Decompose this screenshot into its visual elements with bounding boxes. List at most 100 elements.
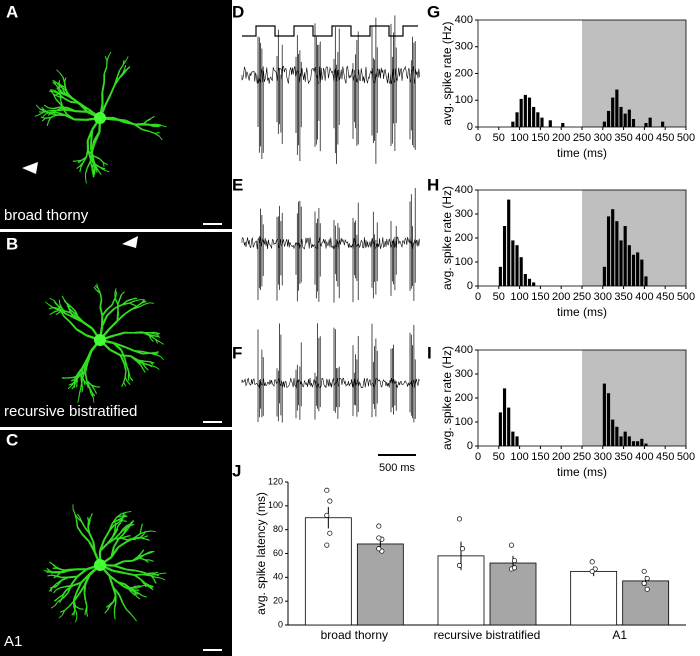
dendrite <box>54 584 59 589</box>
dendrite <box>116 69 121 78</box>
dendrite <box>129 300 136 304</box>
bar <box>648 117 652 127</box>
dendrite <box>57 594 63 599</box>
dendrite <box>55 587 61 591</box>
bar <box>498 266 502 286</box>
dendrite <box>76 165 81 170</box>
dendrite <box>52 589 57 594</box>
dendrite <box>139 528 142 534</box>
dendrite <box>84 372 88 381</box>
data-point <box>324 512 330 518</box>
dendrite <box>50 605 56 609</box>
dendrite <box>50 90 55 95</box>
x-tick-label: 250 <box>573 132 591 144</box>
dendrite <box>123 528 127 535</box>
dendrite <box>133 574 142 581</box>
dendrite <box>67 95 75 100</box>
dendrite <box>55 107 62 112</box>
dendrite <box>60 609 65 613</box>
bar <box>548 120 552 127</box>
dendrite <box>49 586 54 589</box>
bar <box>570 570 618 626</box>
bar <box>602 383 606 446</box>
bar <box>640 438 644 446</box>
y-tick-label: 0 <box>278 619 283 629</box>
dendrite <box>116 515 123 518</box>
dendrite <box>53 89 59 94</box>
dendrite <box>40 116 46 119</box>
x-tick-label: 450 <box>656 291 674 303</box>
dendrite <box>52 81 57 86</box>
x-tick-label: 500 <box>677 291 695 303</box>
x-axis-label: time (ms) <box>557 305 607 319</box>
dendrite <box>113 118 126 122</box>
dendrite <box>148 333 155 337</box>
x-tick-label: 150 <box>531 291 549 303</box>
dendrite <box>61 610 66 616</box>
dendrite <box>126 537 134 543</box>
dendrite <box>62 592 69 599</box>
soma <box>94 334 106 346</box>
dendrite <box>106 304 113 311</box>
traces <box>241 15 420 423</box>
dendrite <box>56 87 60 92</box>
dendrite <box>82 321 93 330</box>
dendrite <box>83 583 87 593</box>
dendrite <box>86 160 92 169</box>
x-tick-label: 450 <box>656 132 674 144</box>
image-caption: recursive bistratified <box>4 403 137 420</box>
dendrite <box>131 592 136 596</box>
bar <box>515 245 519 286</box>
dendrite <box>91 392 94 397</box>
dendrite <box>104 169 110 173</box>
bar <box>623 226 627 286</box>
dendrite <box>107 605 111 610</box>
x-tick-label: 300 <box>594 291 612 303</box>
y-tick-label: 80 <box>273 524 283 534</box>
y-tick-label: 0 <box>467 440 473 452</box>
x-tick-label: 0 <box>475 132 481 144</box>
dendrite <box>114 528 119 533</box>
dendrite <box>102 162 105 167</box>
x-tick-label: recursive bistratified <box>434 628 541 642</box>
dendrite <box>117 298 121 305</box>
dendrite <box>126 381 131 385</box>
voltage-trace <box>241 65 420 85</box>
x-axis-label: time (ms) <box>557 465 607 479</box>
dendrite <box>124 572 135 576</box>
dendrite <box>120 349 126 359</box>
bar <box>606 216 611 286</box>
bar <box>644 122 648 127</box>
x-tick-label: 50 <box>493 291 505 303</box>
dendrite <box>90 513 93 518</box>
dendrite <box>154 331 159 334</box>
dendrite <box>70 575 79 586</box>
data-point <box>644 575 650 582</box>
dendrite <box>154 131 160 135</box>
dendrite <box>150 574 155 580</box>
bar <box>498 412 502 446</box>
dendrite <box>154 351 159 354</box>
y-tick-label: 400 <box>455 14 473 26</box>
dendrite <box>99 293 103 300</box>
dendrite <box>112 586 117 596</box>
dendrite <box>62 315 71 323</box>
dendrite <box>99 158 104 164</box>
dendrite <box>134 331 143 334</box>
dendrite <box>143 530 147 535</box>
bar <box>623 431 627 446</box>
dendrite <box>51 574 57 577</box>
dendrite <box>143 571 151 576</box>
dendrite <box>99 299 103 308</box>
dendrite <box>150 115 155 119</box>
dendrite <box>153 335 159 338</box>
dendrite <box>55 98 61 105</box>
dendrite <box>121 291 125 295</box>
dendrite <box>116 313 126 322</box>
x-tick-label: 100 <box>510 451 528 463</box>
dendrite <box>156 572 163 576</box>
dendrite <box>63 300 68 304</box>
dendrite <box>55 311 60 316</box>
dendrite <box>78 387 82 394</box>
dendrite <box>45 116 51 119</box>
